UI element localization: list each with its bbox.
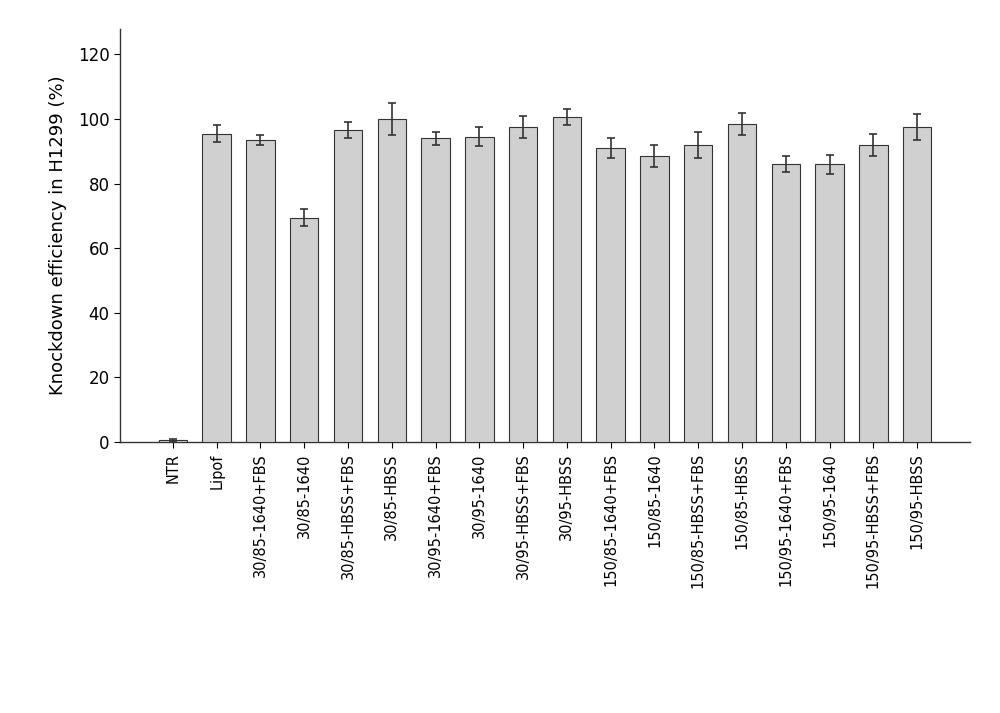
Bar — [246, 140, 275, 442]
Bar — [334, 130, 362, 442]
Bar — [815, 164, 844, 442]
Bar — [903, 127, 931, 442]
Bar — [290, 217, 318, 442]
Bar — [421, 138, 450, 442]
Bar — [772, 164, 800, 442]
Bar — [378, 119, 406, 442]
Bar — [465, 137, 494, 442]
Bar — [553, 118, 581, 442]
Bar — [202, 133, 231, 442]
Bar — [728, 124, 756, 442]
Bar — [684, 145, 712, 442]
Bar — [596, 148, 625, 442]
Bar — [640, 156, 669, 442]
Bar — [859, 145, 888, 442]
Bar — [509, 127, 537, 442]
Bar — [159, 441, 187, 442]
Y-axis label: Knockdown efficiency in H1299 (%): Knockdown efficiency in H1299 (%) — [49, 76, 67, 395]
